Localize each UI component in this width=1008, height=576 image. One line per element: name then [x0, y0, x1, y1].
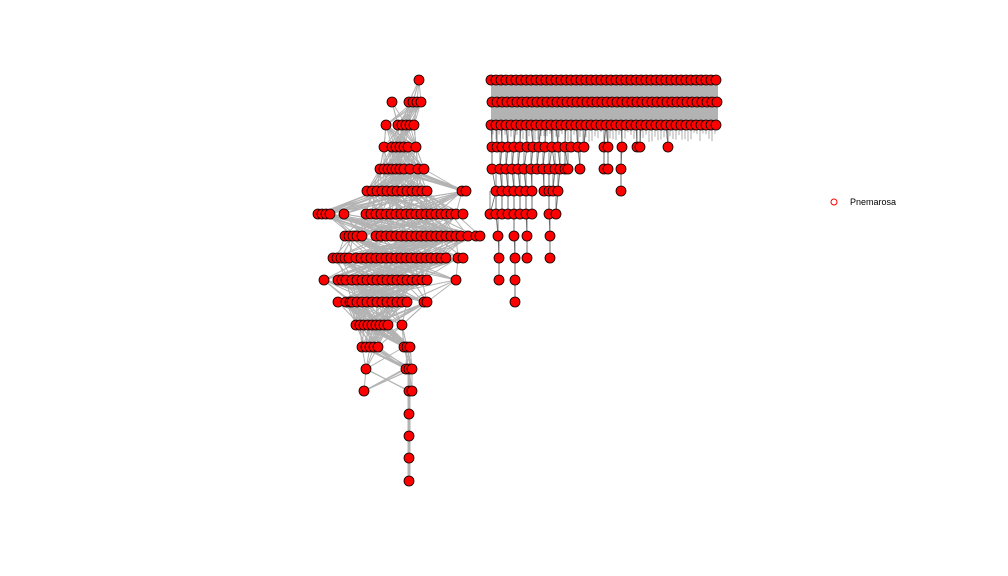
graph-node	[372, 341, 384, 353]
legend-label: Pnemarosa	[850, 197, 896, 207]
graph-node	[318, 274, 330, 286]
graph-node	[526, 185, 538, 197]
graph-node	[578, 141, 590, 153]
legend-marker-icon	[830, 198, 838, 206]
graph-node	[386, 96, 398, 108]
graph-edge	[363, 368, 405, 392]
graph-node	[521, 230, 533, 242]
graph-node	[550, 208, 562, 220]
graph-node	[710, 119, 722, 131]
graph-node	[403, 452, 415, 464]
graph-node	[382, 319, 394, 331]
graph-node	[421, 274, 433, 286]
graph-node	[493, 274, 505, 286]
graph-node	[396, 319, 408, 331]
graph-node	[509, 296, 521, 308]
graph-node	[662, 141, 674, 153]
graph-node	[358, 385, 370, 397]
graph-node	[450, 274, 462, 286]
graph-node	[711, 96, 723, 108]
graph-node	[493, 252, 505, 264]
graph-node	[492, 230, 504, 242]
graph-node	[460, 185, 472, 197]
graph-node	[615, 163, 627, 175]
graph-edge	[377, 324, 403, 348]
graph-node	[406, 363, 418, 375]
graph-node	[521, 252, 533, 264]
graph-node	[440, 252, 452, 264]
graph-edge	[365, 346, 405, 370]
graph-node	[421, 185, 433, 197]
graph-node	[418, 163, 430, 175]
graph-node	[602, 141, 614, 153]
graph-node	[509, 274, 521, 286]
graph-node	[526, 208, 538, 220]
graph-node	[616, 141, 628, 153]
graph-node	[615, 185, 627, 197]
node-layer	[312, 74, 723, 487]
graph-node	[457, 252, 469, 264]
graph-node	[360, 363, 372, 375]
graph-edge	[426, 279, 457, 303]
graph-node	[457, 208, 469, 220]
dense-edge-band	[491, 84, 718, 100]
graph-node	[403, 430, 415, 442]
graph-node	[404, 341, 416, 353]
graph-node	[574, 163, 586, 175]
graph-node	[421, 296, 433, 308]
graph-node	[401, 296, 413, 308]
graph-node	[413, 74, 425, 86]
graph-node	[508, 230, 520, 242]
graph-node	[338, 208, 350, 220]
graph-node	[710, 74, 722, 86]
graph-node	[552, 185, 564, 197]
graph-edge	[365, 368, 410, 392]
graph-node	[403, 408, 415, 420]
graph-node	[562, 163, 574, 175]
graph-node	[406, 385, 418, 397]
dense-edge-band	[491, 104, 718, 123]
graph-node	[408, 119, 420, 131]
graph-node	[380, 119, 392, 131]
graph-node	[410, 141, 422, 153]
graph-node	[356, 230, 368, 242]
graph-node	[544, 230, 556, 242]
graph-node	[509, 252, 521, 264]
graph-node	[324, 208, 336, 220]
graph-node	[544, 252, 556, 264]
graph-node	[403, 475, 415, 487]
graph-node	[474, 230, 486, 242]
graph-node	[602, 163, 614, 175]
graph-node	[415, 96, 427, 108]
legend: Pnemarosa	[830, 197, 896, 207]
graph-node	[634, 141, 646, 153]
